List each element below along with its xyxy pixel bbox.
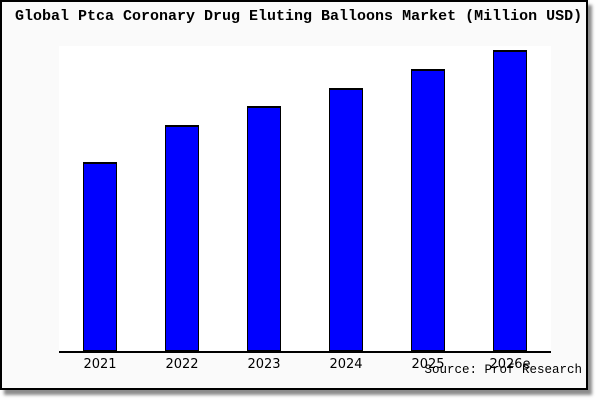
bar-2025 [411, 69, 445, 351]
x-tick-label-2022: 2022 [165, 357, 199, 372]
chart-card: Global Ptca Coronary Drug Eluting Balloo… [0, 0, 588, 390]
x-tick-label-2026e: 2026e [489, 357, 531, 372]
x-axis-labels: 2021 2022 2023 2024 2025 2026e [59, 357, 551, 372]
bar-2024 [329, 88, 363, 351]
chart-title: Global Ptca Coronary Drug Eluting Balloo… [15, 8, 583, 25]
x-tick-label-2024: 2024 [329, 357, 363, 372]
plot-area [59, 46, 551, 353]
bar-2026e [493, 50, 527, 351]
x-tick-label-2023: 2023 [247, 357, 281, 372]
source-credit: Source: Prof Research [424, 363, 582, 377]
bar-2021 [83, 162, 117, 351]
bar-2023 [247, 106, 281, 351]
x-tick-label-2025: 2025 [411, 357, 445, 372]
x-tick-label-2021: 2021 [83, 357, 117, 372]
bar-2022 [165, 125, 199, 351]
